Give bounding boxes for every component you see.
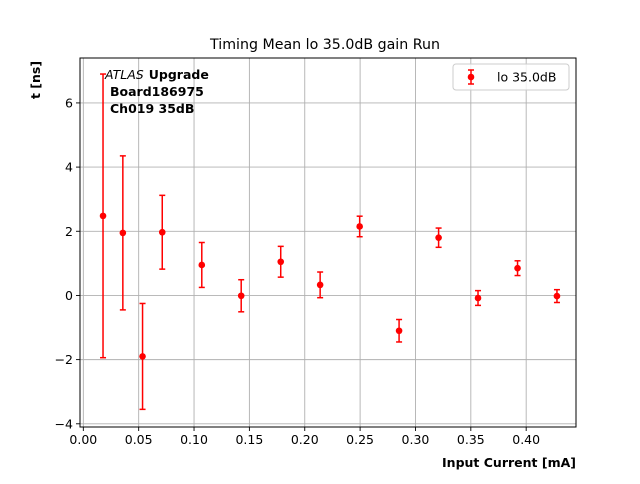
legend-marker bbox=[467, 69, 475, 85]
plot-area-frame bbox=[79, 57, 577, 428]
x-tick-label: 0.25 bbox=[346, 432, 374, 447]
x-tick-label: 0.30 bbox=[402, 432, 430, 447]
x-tick-label: 0.00 bbox=[69, 432, 97, 447]
y-tick-label: −4 bbox=[55, 416, 73, 431]
data-point bbox=[474, 294, 482, 302]
legend-label: lo 35.0dB bbox=[497, 70, 556, 85]
data-point bbox=[316, 281, 324, 289]
y-tick-label: 2 bbox=[65, 224, 73, 239]
legend-box bbox=[452, 63, 570, 91]
board-label: Board186975 bbox=[110, 84, 204, 99]
data-point bbox=[356, 223, 363, 230]
x-tick-label: 0.15 bbox=[235, 432, 263, 447]
channel-label: Ch019 35dB bbox=[110, 101, 194, 116]
atlas-label: ATLAS bbox=[104, 67, 144, 82]
y-tick-label: 4 bbox=[65, 160, 73, 175]
data-point bbox=[277, 258, 285, 266]
x-axis-label: Input Current [mA] bbox=[442, 455, 576, 470]
atlas-annotation: ATLAS Upgrade Board186975 Ch019 35dB bbox=[104, 67, 209, 116]
data-point bbox=[119, 229, 127, 237]
data-point bbox=[237, 292, 245, 300]
x-tick-label: 0.20 bbox=[291, 432, 319, 447]
data-point bbox=[139, 353, 146, 360]
chart-title: Timing Mean lo 35.0dB gain Run bbox=[209, 37, 440, 53]
x-tick-label: 0.10 bbox=[180, 432, 208, 447]
data-point bbox=[158, 228, 166, 236]
x-tick-label: 0.35 bbox=[457, 432, 485, 447]
data-point bbox=[99, 212, 107, 220]
x-tick-label: 0.40 bbox=[512, 432, 540, 447]
data-point bbox=[553, 292, 561, 300]
data-point bbox=[198, 261, 206, 269]
data-point bbox=[395, 327, 403, 335]
y-tick-label: −2 bbox=[55, 352, 73, 367]
data-point bbox=[514, 264, 521, 272]
data-point bbox=[435, 234, 442, 241]
upgrade-label: Upgrade bbox=[149, 67, 209, 82]
y-axis-label: t [ns] bbox=[28, 61, 43, 99]
legend-point bbox=[467, 73, 475, 81]
y-tick-label: 0 bbox=[65, 288, 73, 303]
legend: lo 35.0dB bbox=[452, 63, 570, 91]
x-tick-label: 0.05 bbox=[125, 432, 153, 447]
y-tick-label: 6 bbox=[65, 95, 73, 110]
